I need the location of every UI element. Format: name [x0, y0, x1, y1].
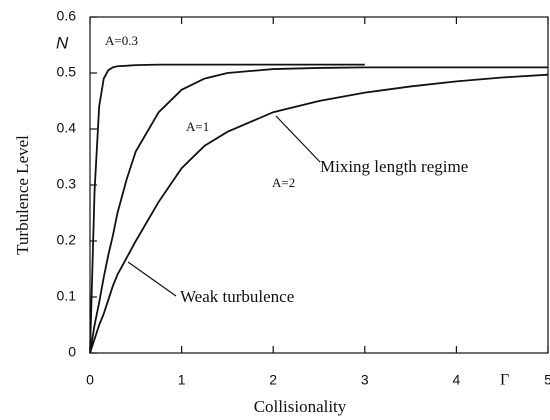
- y-tick-label: 0.3: [57, 176, 77, 192]
- annotation: Mixing length regime: [320, 157, 468, 176]
- x-axis-label: Collisionality: [254, 397, 347, 416]
- y-tick-label: 0.2: [57, 232, 77, 248]
- x-tick-label: 2: [269, 372, 277, 388]
- x-tick-label: 0: [86, 372, 94, 388]
- y-tick-label: 0.6: [57, 8, 77, 24]
- y-symbol: N: [56, 33, 69, 52]
- curve: [89, 73, 549, 354]
- y-tick-label: 0: [68, 344, 76, 360]
- leader-line: [275, 115, 321, 163]
- curve: [89, 66, 548, 354]
- curve-label: A=0.3: [105, 33, 138, 48]
- y-tick-label: 0.5: [57, 64, 77, 80]
- x-tick-label: 1: [178, 372, 186, 388]
- y-tick-label: 0.1: [57, 288, 77, 304]
- x-symbol: Γ: [500, 372, 509, 389]
- x-tick-label: 5: [544, 372, 550, 388]
- x-tick-label: 4: [453, 372, 461, 388]
- leader-line: [127, 261, 177, 297]
- y-axis-label: Turbulence Level: [13, 135, 32, 255]
- curve: [89, 63, 365, 354]
- x-tick-label: 3: [361, 372, 369, 388]
- curve-label: A=1: [186, 119, 209, 134]
- y-tick-label: 0.4: [57, 120, 77, 136]
- curve-label: A=2: [272, 175, 295, 190]
- annotation: Weak turbulence: [180, 287, 294, 306]
